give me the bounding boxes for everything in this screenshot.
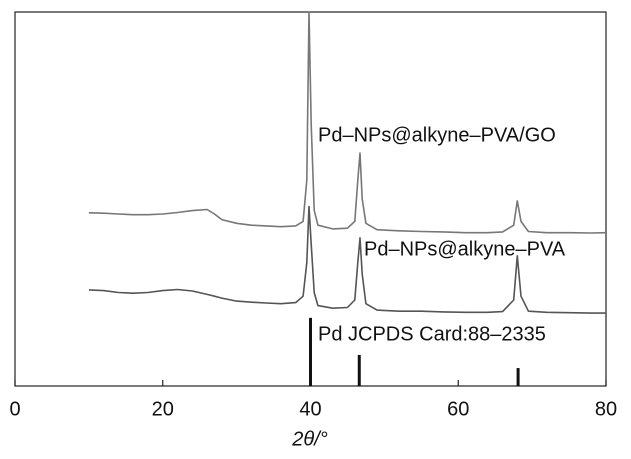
series-line [88, 11, 607, 234]
x-tick-label: 20 [152, 398, 174, 420]
x-tick-label: 60 [447, 398, 469, 420]
series-label: Pd–NPs@alkyne–PVA/GO [318, 124, 556, 146]
x-tick-label: 0 [9, 398, 20, 420]
reference-label: Pd JCPDS Card:88–2335 [318, 323, 546, 345]
x-axis-label: 2θ/° [291, 428, 328, 450]
series-label: Pd–NPs@alkyne–PVA [364, 238, 566, 260]
x-tick-label: 80 [595, 398, 617, 420]
series-line [88, 205, 606, 314]
x-tick-label: 40 [299, 398, 321, 420]
